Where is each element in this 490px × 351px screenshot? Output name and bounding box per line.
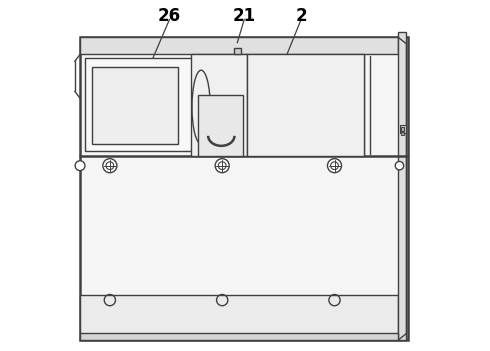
Bar xyxy=(398,32,407,340)
Bar xyxy=(80,333,398,340)
Text: 26: 26 xyxy=(158,7,181,25)
Bar xyxy=(191,54,247,156)
Circle shape xyxy=(75,161,85,171)
Bar xyxy=(401,132,404,135)
Circle shape xyxy=(103,159,117,173)
Bar xyxy=(400,125,406,133)
Text: 2: 2 xyxy=(295,7,307,25)
Bar xyxy=(80,37,408,340)
Circle shape xyxy=(215,159,229,173)
Bar xyxy=(80,37,398,54)
Bar xyxy=(197,95,243,156)
Bar xyxy=(80,295,398,340)
Bar xyxy=(85,58,201,151)
Bar xyxy=(234,48,242,54)
Bar xyxy=(92,67,178,144)
Bar xyxy=(401,127,404,131)
Circle shape xyxy=(327,159,342,173)
Circle shape xyxy=(395,161,404,170)
Text: 21: 21 xyxy=(233,7,256,25)
Bar xyxy=(247,54,365,156)
